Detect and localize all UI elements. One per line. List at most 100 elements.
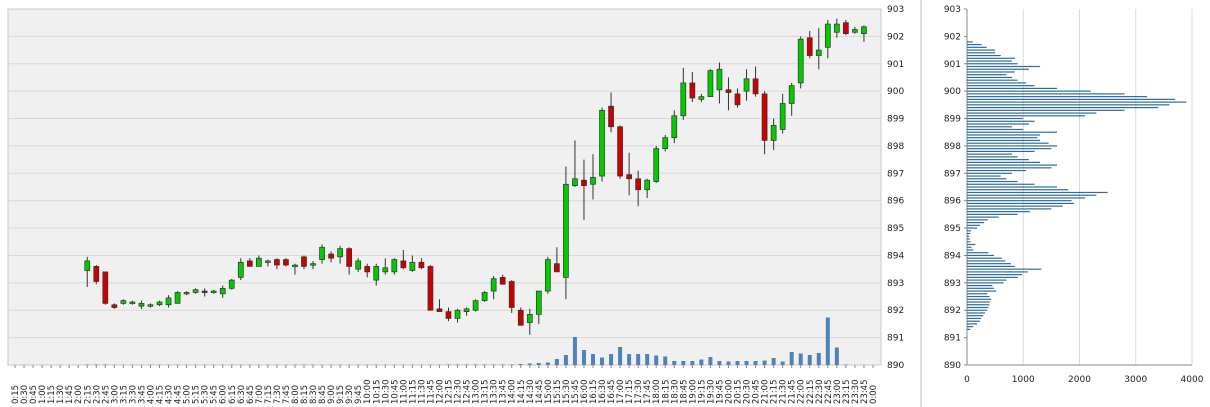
candle-body	[463, 308, 470, 312]
volume-bar	[609, 354, 614, 365]
candle-body	[337, 248, 343, 258]
histogram-bar	[967, 274, 1023, 276]
time-axis-tick-label: 13:00	[472, 380, 482, 405]
histogram-x-tick-label: 0	[964, 375, 970, 385]
histogram-y-tick-label: 892	[944, 306, 961, 316]
candle-body	[490, 278, 497, 292]
time-axis-tick-label: 20:15	[734, 380, 744, 405]
histogram-bar	[967, 194, 1097, 196]
candle-body	[843, 22, 849, 34]
candle-body	[111, 304, 118, 308]
histogram-bar	[967, 293, 988, 295]
time-axis-tick-label: 9:45	[354, 385, 364, 404]
time-axis-tick-label: 8:15	[300, 385, 310, 404]
histogram-bar	[967, 257, 1002, 259]
candle-body	[725, 89, 732, 93]
histogram-bar	[967, 197, 1086, 199]
time-axis-tick-label: 14:15	[517, 380, 527, 405]
volume-bar	[771, 358, 776, 365]
candle-body	[824, 23, 831, 48]
histogram-bar	[967, 254, 994, 257]
candle-body	[265, 260, 271, 263]
histogram-bar	[967, 57, 1015, 59]
candle-body	[328, 253, 334, 259]
histogram-bar	[967, 238, 970, 240]
candle-body	[445, 311, 452, 319]
volume-bar	[762, 360, 767, 365]
histogram-bar	[967, 186, 1057, 188]
candle-body	[707, 70, 714, 97]
candle-body	[391, 259, 398, 273]
histogram-bar	[967, 219, 988, 221]
histogram-bar	[967, 287, 994, 289]
candle-body	[481, 292, 488, 301]
candle-body	[84, 260, 91, 271]
time-axis-tick-label: 4:45	[174, 385, 184, 404]
histogram-bar	[967, 290, 997, 292]
volume-bar	[473, 364, 478, 365]
candle-body	[653, 148, 660, 182]
histogram-bar	[967, 104, 1170, 106]
candle-body	[535, 290, 542, 315]
candle-body	[346, 248, 353, 267]
histogram-bar	[967, 41, 973, 43]
time-axis-tick-label: 14:00	[508, 380, 518, 405]
time-axis-tick-label: 5:45	[210, 385, 220, 404]
histogram-y-tick-label: 894	[944, 251, 961, 261]
candle-body	[590, 177, 596, 185]
time-axis-tick-label: 0:30	[20, 385, 30, 404]
candle-body	[120, 300, 127, 304]
histogram-bar	[967, 315, 984, 317]
candle-body	[283, 259, 289, 266]
histogram-bar	[967, 175, 1001, 177]
histogram-bar	[967, 306, 989, 309]
time-axis-tick-label: 2:45	[101, 385, 111, 404]
time-axis-tick-label: 19:15	[697, 380, 707, 405]
volume-bar	[618, 347, 623, 365]
candle-body	[201, 290, 208, 293]
candle-body	[581, 179, 587, 186]
volume-bar	[527, 363, 532, 365]
histogram-bar	[967, 208, 1052, 210]
time-axis-tick-label: 8:00	[291, 385, 301, 404]
histogram-bar	[967, 139, 1041, 142]
histogram-bar	[967, 109, 1125, 111]
histogram-bar	[967, 117, 1024, 120]
histogram-bar	[967, 180, 1018, 183]
time-axis-tick-label: 10:00	[363, 380, 373, 405]
time-axis-tick-label: 11:15	[408, 380, 418, 405]
time-axis-tick-label: 15:45	[571, 380, 581, 405]
candle-body	[472, 300, 479, 311]
price-axis-tick-label: 890	[887, 361, 904, 371]
histogram-bar	[967, 232, 971, 235]
candle-body	[255, 257, 262, 267]
histogram-bar	[967, 123, 1029, 125]
candle-body	[409, 261, 416, 271]
histogram-bar	[967, 189, 1069, 191]
price-axis-tick-label: 894	[887, 251, 904, 261]
time-axis-tick-label: 13:15	[481, 380, 491, 405]
time-axis-tick-label: 17:15	[625, 380, 635, 405]
volume-bar	[536, 363, 541, 365]
histogram-bar	[967, 54, 1001, 57]
time-axis-tick-label: 2:15	[83, 385, 93, 404]
histogram-x-tick-label: 4000	[1181, 375, 1204, 385]
candle-body	[499, 277, 506, 285]
volume-bar	[94, 364, 99, 365]
candle-body	[237, 261, 244, 278]
price-axis-tick-label: 901	[887, 60, 904, 70]
histogram-bar	[967, 142, 1049, 144]
time-axis-tick-label: 18:45	[679, 380, 689, 405]
time-axis-tick-label: 7:00	[255, 385, 265, 404]
time-axis-tick-label: 12:15	[445, 380, 455, 405]
candle-body	[716, 68, 723, 91]
histogram-bar	[967, 282, 1004, 284]
volume-bar	[672, 361, 677, 365]
histogram-bar	[967, 246, 972, 248]
candle-body	[644, 179, 651, 191]
time-axis-tick-label: 9:15	[336, 385, 346, 404]
histogram-bar	[967, 252, 989, 254]
histogram-bar	[967, 145, 1057, 147]
time-axis-tick-label: 20:30	[743, 380, 753, 405]
